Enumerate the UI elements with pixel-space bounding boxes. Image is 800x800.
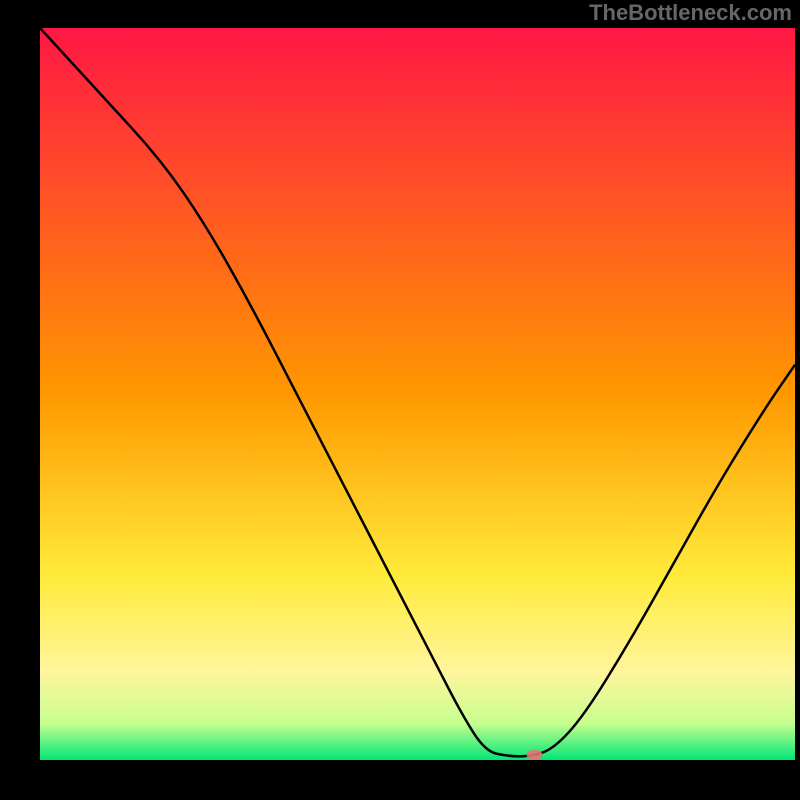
optimal-marker bbox=[0, 0, 800, 800]
watermark-text: TheBottleneck.com bbox=[589, 0, 792, 26]
chart-root: TheBottleneck.com bbox=[0, 0, 800, 800]
optimal-marker-ellipse bbox=[527, 750, 543, 760]
